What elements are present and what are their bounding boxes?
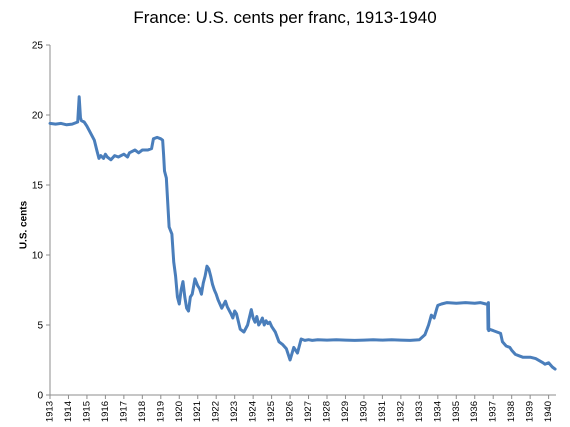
x-tick-label: 1917 — [118, 401, 129, 422]
x-tick-label: 1931 — [377, 401, 388, 422]
series-group — [48, 95, 557, 371]
y-tick-label: 15 — [32, 181, 44, 192]
y-tick-group: 0 5 10 15 20 25 — [32, 41, 50, 402]
x-tick-label: 1915 — [81, 401, 92, 422]
y-tick-label: 5 — [37, 321, 43, 332]
x-tick-label: 1920 — [174, 401, 185, 422]
x-tick-label: 1928 — [322, 401, 333, 422]
y-tick-label: 25 — [32, 41, 44, 52]
chart-title: France: U.S. cents per franc, 1913-1940 — [133, 8, 437, 27]
x-tick-label: 1925 — [266, 401, 277, 422]
x-tick-label: 1922 — [211, 401, 222, 422]
x-tick-label: 1936 — [469, 401, 480, 422]
x-tick-label: 1914 — [63, 401, 74, 422]
y-tick-label: 10 — [32, 251, 44, 262]
x-tick-label: 1932 — [395, 401, 406, 422]
x-tick-label: 1933 — [414, 401, 425, 422]
x-tick-label: 1926 — [285, 401, 296, 422]
x-tick-label: 1938 — [506, 401, 517, 422]
x-tick-label: 1929 — [340, 401, 351, 422]
x-tick-label: 1924 — [248, 401, 259, 422]
x-tick-label: 1935 — [451, 401, 462, 422]
x-tick-group: 1913 1914 1915 1916 1917 1918 1919 1920 1921 1922… — [45, 395, 554, 422]
x-tick-label: 1923 — [229, 401, 240, 422]
series-line-0 — [48, 95, 557, 371]
y-tick-label: 20 — [32, 111, 44, 122]
x-tick-label: 1934 — [432, 401, 443, 422]
y-tick-label: 0 — [37, 391, 43, 402]
x-tick-label: 1918 — [137, 401, 148, 422]
x-tick-label: 1913 — [45, 401, 56, 422]
x-tick-label: 1916 — [100, 401, 111, 422]
x-tick-label: 1927 — [303, 401, 314, 422]
x-tick-label: 1939 — [525, 401, 536, 422]
x-tick-label: 1937 — [488, 401, 499, 422]
x-tick-label: 1919 — [155, 401, 166, 422]
x-tick-label: 1930 — [358, 401, 369, 422]
x-tick-label: 1940 — [543, 401, 554, 422]
x-tick-label: 1921 — [192, 401, 203, 422]
